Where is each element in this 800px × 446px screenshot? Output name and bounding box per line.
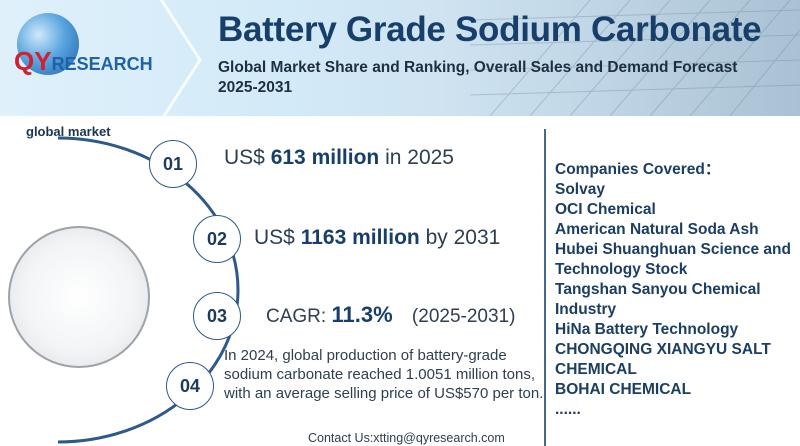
stat-number-04: 04: [166, 362, 214, 410]
company-item-ellipsis: ......: [555, 401, 581, 418]
page-subtitle: Global Market Share and Ranking, Overall…: [218, 59, 738, 96]
globe-icon: [17, 13, 79, 75]
stat-suffix: (2025-2031): [411, 306, 516, 327]
building-background-image: [470, 0, 800, 116]
company-item: Technology Stock: [555, 261, 688, 278]
production-note: In 2024, global production of battery-gr…: [224, 347, 544, 402]
company-item: Hubei Shuanghuan Science and: [555, 241, 791, 258]
stat-value: 613 million: [270, 146, 380, 169]
logo-prefix: QY: [14, 46, 52, 76]
company-item: Solvay: [555, 181, 605, 198]
companies-list: Companies Covered： Solvay OCI Chemical A…: [555, 160, 791, 420]
stat-value: 1163 million: [300, 226, 420, 249]
stat-number-02: 02: [193, 215, 241, 263]
company-item: CHONGQING XIANGYU SALT: [555, 341, 771, 358]
company-item: BOHAI CHEMICAL: [555, 381, 692, 398]
company-item: HiNa Battery Technology: [555, 321, 739, 338]
logo-suffix: RESEARCH: [51, 54, 153, 74]
company-item: Tangshan Sanyou Chemical: [555, 281, 761, 298]
stat-value: 11.3%: [331, 302, 393, 327]
companies-heading: Companies Covered：: [555, 161, 721, 178]
stat-prefix: US$: [254, 226, 295, 249]
stat-number-01: 01: [149, 140, 197, 188]
sodium-carbonate-sample-image: [8, 226, 150, 368]
company-item: Industry: [555, 301, 617, 318]
stat-prefix: US$: [224, 146, 265, 169]
stat-suffix: by 2031: [425, 226, 501, 249]
global-market-label: global market: [26, 124, 111, 139]
chevron-decoration: [159, 0, 202, 116]
stat-market-2031: US$ 1163 million by 2031: [254, 226, 500, 250]
contact-email[interactable]: Contact Us:xtting@qyresearch.com: [308, 431, 505, 445]
stat-number-03: 03: [193, 292, 241, 340]
company-item: CHEMICAL: [555, 361, 637, 378]
page-title: Battery Grade Sodium Carbonate: [218, 10, 762, 49]
arc-decoration: [57, 136, 240, 444]
qyresearch-logo: QYRESEARCH: [12, 8, 172, 88]
stat-market-2025: US$ 613 million in 2025: [224, 146, 454, 170]
stat-suffix: in 2025: [385, 146, 454, 169]
header-banner: QYRESEARCH Battery Grade Sodium Carbonat…: [0, 0, 800, 116]
stat-prefix: CAGR:: [266, 306, 327, 327]
company-item: American Natural Soda Ash: [555, 221, 759, 238]
company-item: OCI Chemical: [555, 201, 656, 218]
stat-cagr: CAGR: 11.3% (2025-2031): [266, 302, 515, 328]
vertical-divider: [544, 129, 546, 446]
